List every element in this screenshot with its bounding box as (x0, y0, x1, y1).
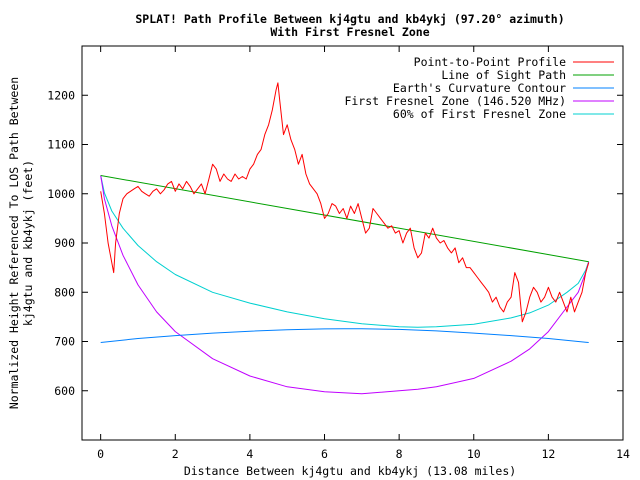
y-axis-label-line-1: Normalized Height Referenced To LOS Path… (7, 77, 21, 409)
series-line-60-of-first-fresnel-zone (100, 175, 590, 328)
y-axis-label-line-2: kj4gtu and kb4ykj (feet) (21, 160, 35, 326)
x-tick-label: 10 (467, 447, 481, 461)
y-tick-label: 1200 (47, 88, 75, 102)
x-axis-ticks: 0 2 4 6 8 10 12 14 (97, 46, 630, 461)
y-tick-label: 800 (54, 285, 75, 299)
series-line-line-of-sight-path (100, 175, 589, 263)
y-tick-label: 600 (54, 384, 75, 398)
y-axis-label: Normalized Height Referenced To LOS Path… (7, 77, 35, 409)
legend-label: Line of Sight Path (441, 68, 566, 82)
x-tick-label: 0 (97, 447, 104, 461)
series-line-point-to-point-profile (100, 82, 590, 323)
chart-subtitle: With First Fresnel Zone (270, 25, 429, 39)
x-tick-label: 12 (541, 447, 555, 461)
y-tick-label: 1000 (47, 187, 75, 201)
x-tick-label: 8 (396, 447, 403, 461)
legend-label: First Fresnel Zone (146.520 MHz) (344, 94, 566, 108)
y-axis-ticks: 600 700 800 900 1000 1100 1200 (47, 88, 623, 398)
series-line-earth-s-curvature-contour (100, 328, 589, 343)
legend-label: Point-to-Point Profile (414, 55, 566, 69)
legend-label: Earth's Curvature Contour (393, 81, 566, 95)
x-tick-label: 14 (616, 447, 630, 461)
series-layer (100, 82, 590, 395)
series-line-first-fresnel-zone-146-520-mhz (100, 175, 590, 395)
x-tick-label: 2 (172, 447, 179, 461)
y-tick-label: 700 (54, 335, 75, 349)
chart-title: SPLAT! Path Profile Between kj4gtu and k… (135, 12, 564, 26)
y-tick-label: 1100 (47, 138, 75, 152)
x-tick-label: 6 (321, 447, 328, 461)
y-tick-label: 900 (54, 236, 75, 250)
legend-label: 60% of First Fresnel Zone (393, 107, 566, 121)
x-axis-label: Distance Between kj4gtu and kb4ykj (13.0… (184, 464, 516, 478)
x-tick-label: 4 (246, 447, 253, 461)
